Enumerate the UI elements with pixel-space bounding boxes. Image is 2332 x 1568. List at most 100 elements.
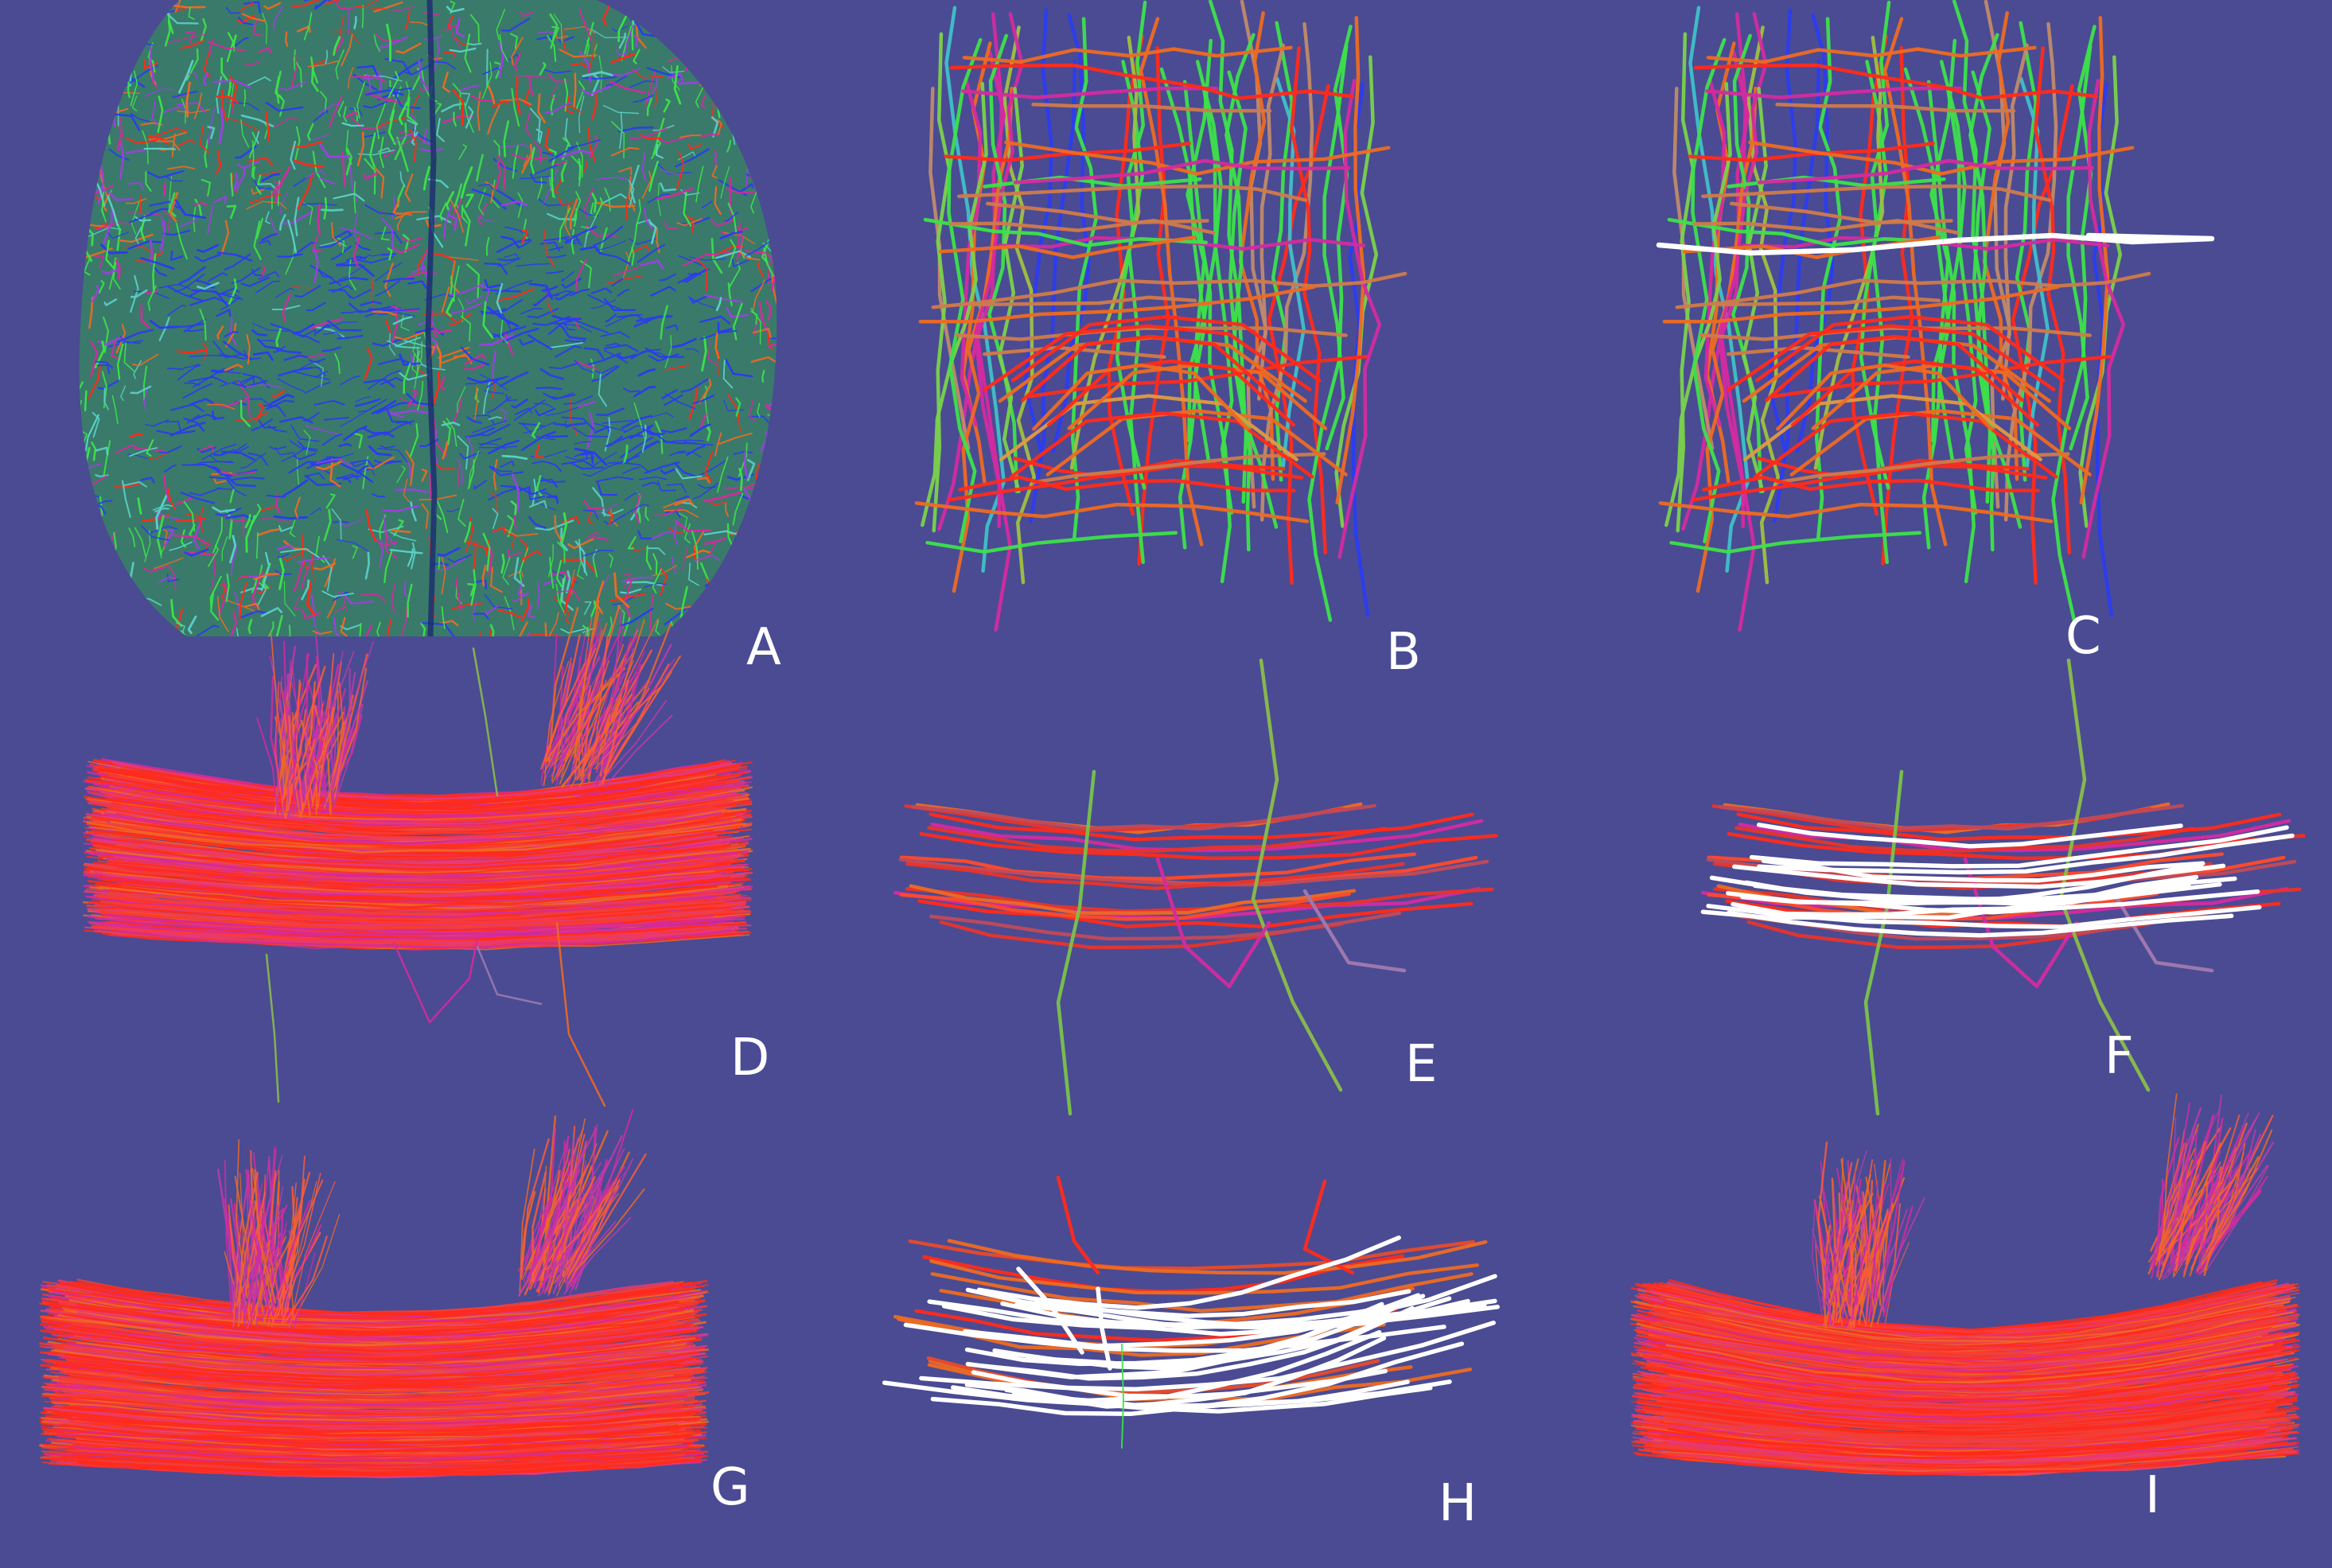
fiber bbox=[473, 414, 495, 425]
fiber bbox=[738, 608, 747, 636]
fiber bbox=[197, 446, 216, 453]
fiber bbox=[400, 312, 410, 332]
fiber bbox=[252, 19, 263, 37]
fiber bbox=[465, 193, 474, 208]
fiber bbox=[294, 49, 296, 71]
fiber bbox=[693, 529, 706, 553]
streamline bbox=[1662, 285, 2060, 324]
fiber bbox=[261, 517, 291, 523]
fiber bbox=[258, 270, 280, 280]
fiber bbox=[417, 380, 424, 410]
fiber bbox=[465, 516, 474, 553]
fiber bbox=[334, 0, 356, 10]
fiber bbox=[546, 270, 564, 274]
fiber bbox=[402, 234, 410, 253]
fiber bbox=[735, 107, 768, 115]
fiber bbox=[617, 288, 630, 297]
fiber bbox=[727, 74, 750, 83]
fiber bbox=[659, 273, 676, 282]
fiber bbox=[518, 422, 546, 427]
fiber bbox=[333, 193, 365, 202]
fiber bbox=[559, 527, 569, 551]
fiber bbox=[349, 75, 387, 83]
fiber bbox=[92, 555, 113, 565]
fiber bbox=[374, 33, 402, 42]
fiber bbox=[590, 287, 612, 294]
fiber bbox=[292, 286, 313, 289]
fiber bbox=[150, 45, 155, 83]
fiber bbox=[396, 465, 406, 484]
fiber bbox=[152, 504, 174, 511]
fiber bbox=[383, 278, 415, 283]
fiber bbox=[722, 486, 757, 491]
fiber bbox=[212, 410, 225, 421]
fiber bbox=[379, 514, 387, 540]
fiber bbox=[625, 196, 629, 220]
fiber bbox=[602, 193, 627, 204]
fiber bbox=[245, 515, 256, 553]
fiber bbox=[547, 461, 562, 472]
fiber bbox=[121, 585, 126, 608]
fiber bbox=[770, 566, 777, 575]
fiber bbox=[306, 169, 326, 178]
fiber bbox=[393, 92, 421, 110]
fiber bbox=[676, 218, 703, 227]
fiber bbox=[228, 81, 235, 119]
fiber bbox=[707, 615, 746, 624]
fiber bbox=[599, 227, 608, 252]
streamline bbox=[1246, 43, 1285, 509]
fiber bbox=[547, 324, 563, 336]
fiber bbox=[555, 583, 566, 616]
fiber bbox=[407, 280, 427, 290]
fiber bbox=[232, 379, 267, 388]
fiber bbox=[304, 472, 325, 481]
fiber bbox=[636, 199, 641, 227]
fiber bbox=[153, 557, 184, 570]
fiber bbox=[485, 181, 495, 204]
streamline bbox=[1208, 0, 1279, 529]
fiber bbox=[263, 2, 282, 10]
fiber bbox=[546, 435, 569, 438]
fiber bbox=[208, 544, 219, 567]
streamline bbox=[961, 86, 1219, 99]
fiber bbox=[103, 440, 111, 477]
fiber bbox=[561, 325, 587, 340]
fiber bbox=[766, 584, 777, 593]
fiber bbox=[97, 165, 105, 204]
fiber bbox=[664, 335, 672, 368]
fiber bbox=[430, 309, 438, 338]
fiber bbox=[174, 274, 205, 293]
fiber bbox=[116, 116, 123, 150]
fiber bbox=[633, 49, 640, 64]
fiber bbox=[560, 578, 574, 611]
fiber bbox=[714, 151, 717, 170]
fiber bbox=[232, 34, 237, 52]
fiber bbox=[361, 5, 364, 29]
fiber bbox=[703, 491, 742, 503]
fiber bbox=[403, 362, 411, 395]
fiber bbox=[764, 97, 777, 107]
fiber bbox=[505, 532, 516, 550]
fiber bbox=[399, 372, 430, 381]
fiber bbox=[551, 168, 555, 198]
fiber bbox=[116, 329, 154, 344]
fiber bbox=[711, 582, 717, 598]
fiber bbox=[775, 570, 777, 576]
fiber bbox=[446, 297, 454, 317]
fiber bbox=[502, 556, 511, 586]
fiber bbox=[407, 388, 419, 407]
fiber bbox=[119, 141, 125, 180]
fiber bbox=[310, 459, 338, 465]
streamline bbox=[1705, 86, 1963, 99]
fiber bbox=[695, 85, 705, 108]
fiber bbox=[461, 206, 471, 247]
fiber bbox=[299, 360, 321, 370]
fiber bbox=[123, 481, 147, 488]
streamline bbox=[2011, 84, 2074, 586]
fiber bbox=[225, 6, 241, 14]
fiber bbox=[429, 473, 433, 504]
fiber bbox=[85, 588, 112, 594]
fiber bbox=[232, 477, 265, 481]
fiber bbox=[500, 554, 505, 574]
